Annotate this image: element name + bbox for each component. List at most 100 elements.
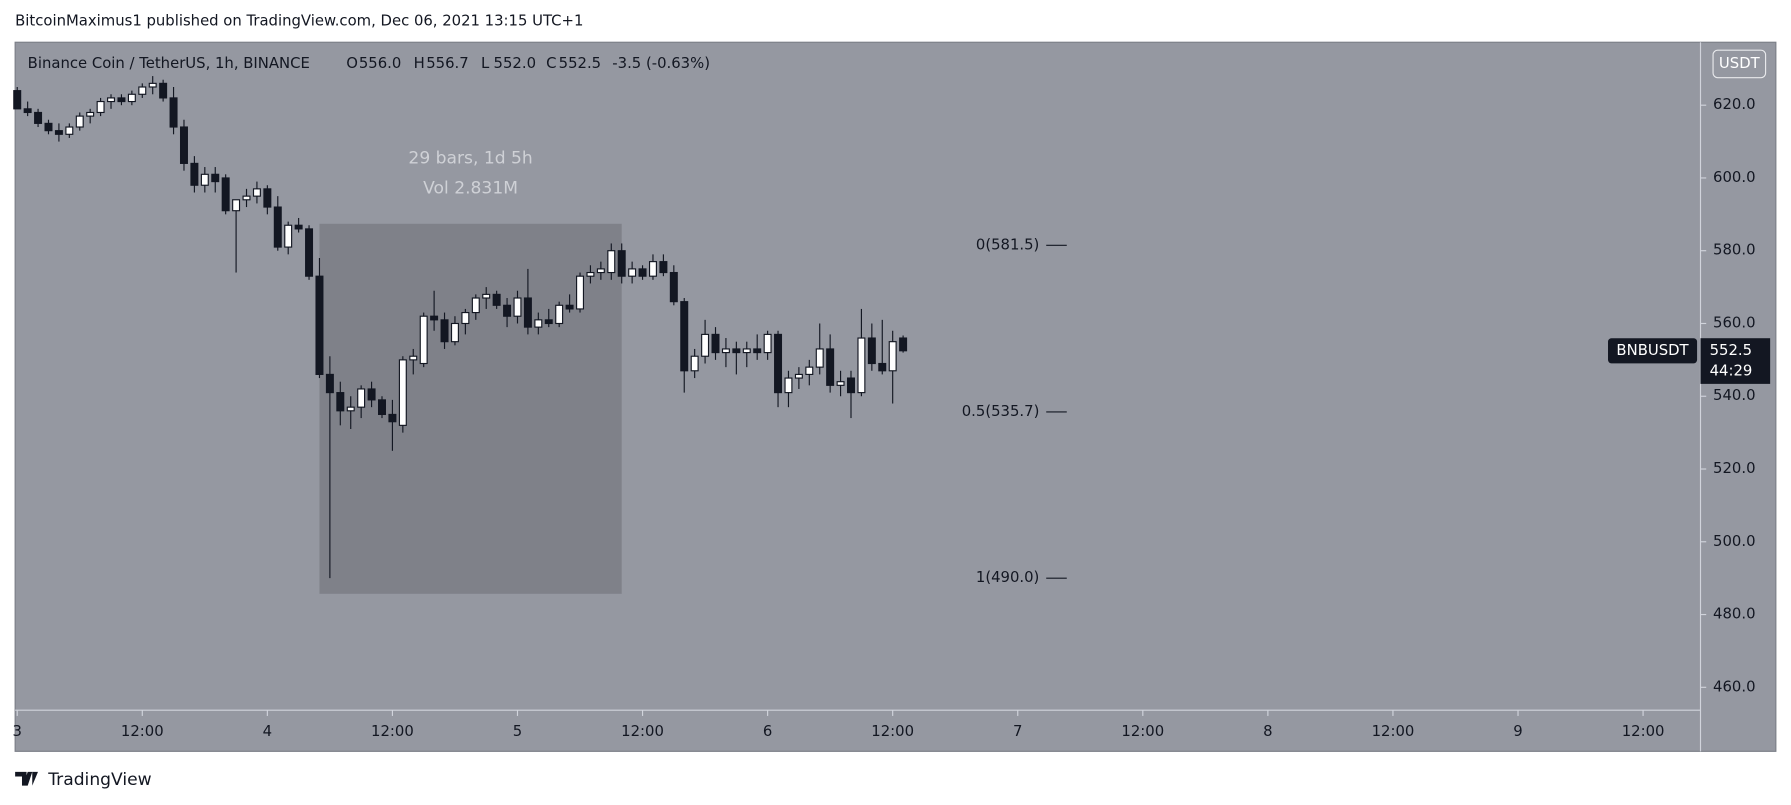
x-tick-label: 12:00 xyxy=(1372,723,1415,740)
y-tick-label: 460.0 xyxy=(1713,678,1755,695)
candle-body xyxy=(96,100,105,114)
price-tag-countdown: 44:29 xyxy=(1710,362,1753,379)
candle-body xyxy=(846,377,855,394)
price-tag-value: 552.5 xyxy=(1710,342,1752,359)
candle-body xyxy=(430,315,439,321)
candle-body xyxy=(628,268,637,277)
candle-body xyxy=(732,348,741,354)
footer-brand: TradingView xyxy=(47,770,151,790)
x-tick-label: 5 xyxy=(513,723,522,740)
candle-body xyxy=(701,333,710,357)
candle-body xyxy=(419,315,428,365)
candle-body xyxy=(252,188,261,197)
range-box xyxy=(319,223,622,594)
candle-body xyxy=(378,399,386,416)
symbol-tag-label: BNBUSDT xyxy=(1616,342,1689,359)
candle-body xyxy=(138,86,147,95)
legend-value: 556.0 xyxy=(359,55,401,72)
candle-body xyxy=(221,177,230,212)
candle-body xyxy=(534,319,543,328)
publish-header: BitcoinMaximus1 published on TradingView… xyxy=(15,13,583,30)
candle-body xyxy=(607,250,616,274)
candle-body xyxy=(544,319,553,325)
candle-body xyxy=(826,348,835,386)
candle-body xyxy=(34,111,43,124)
fib-label: 0.5(535.7) xyxy=(962,403,1040,420)
candle-body xyxy=(482,293,491,299)
candle-body xyxy=(565,304,574,310)
candle-body xyxy=(44,122,53,132)
currency[interactable]: USDT xyxy=(1719,55,1761,72)
candle-body xyxy=(336,392,345,412)
candle-body xyxy=(284,224,293,248)
chart-area xyxy=(14,41,1777,752)
candle-body xyxy=(753,348,762,354)
candle-body xyxy=(148,82,157,88)
candle-body xyxy=(523,297,532,328)
y-tick-label: 540.0 xyxy=(1713,387,1755,404)
currency-button[interactable] xyxy=(1712,49,1767,79)
candle-body xyxy=(200,173,209,186)
candle-body xyxy=(127,93,136,103)
candle-body xyxy=(513,297,522,317)
candle-body xyxy=(169,97,178,128)
y-tick-label: 520.0 xyxy=(1713,460,1755,477)
candle-body xyxy=(857,337,866,394)
candle-body xyxy=(461,311,470,325)
candle-body xyxy=(232,199,241,212)
candle-body xyxy=(836,381,845,386)
candle-body xyxy=(471,297,480,314)
candle-body xyxy=(711,333,720,354)
symbol-title: Binance Coin / TetherUS, 1h, BINANCE xyxy=(28,55,310,72)
symbol-tag xyxy=(1608,338,1698,364)
candle-body xyxy=(596,268,605,274)
x-tick-label: 12:00 xyxy=(1622,723,1665,740)
y-tick-label: 500.0 xyxy=(1713,533,1755,550)
candle-body xyxy=(586,271,595,277)
fib-label: 1(490.0) xyxy=(976,569,1039,586)
candle-body xyxy=(179,126,188,164)
legend-value: 556.7 xyxy=(426,55,468,72)
candle-body xyxy=(721,348,730,354)
candle-body xyxy=(23,108,32,114)
candle-body xyxy=(805,366,814,375)
candle-body xyxy=(888,341,897,372)
x-tick-label: 12:00 xyxy=(121,723,164,740)
candle-body xyxy=(867,337,876,365)
candle-body xyxy=(190,162,199,186)
candle-body xyxy=(211,173,220,183)
candle-body xyxy=(117,97,126,103)
candle-body xyxy=(669,271,678,303)
candle-body xyxy=(367,388,376,401)
y-tick-label: 620.0 xyxy=(1713,96,1755,113)
candle-body xyxy=(638,268,647,277)
footer-logo xyxy=(15,771,38,786)
y-tick-label: 560.0 xyxy=(1713,314,1755,331)
candle-body xyxy=(294,224,303,230)
candle-body xyxy=(325,373,334,394)
x-tick-label: 8 xyxy=(1263,723,1272,740)
candle-body xyxy=(878,362,887,372)
legend-key: O xyxy=(346,55,358,72)
candle-body xyxy=(54,130,63,135)
x-tick-label: 9 xyxy=(1513,723,1522,740)
x-tick-label: 12:00 xyxy=(871,723,914,740)
legend-change: -3.5 (-0.63%) xyxy=(612,55,710,72)
x-tick-label: 12:00 xyxy=(621,723,664,740)
candle-body xyxy=(13,90,22,110)
candle-body xyxy=(398,359,407,426)
candle-body xyxy=(159,82,168,99)
candle-body xyxy=(346,406,355,412)
logo-icon xyxy=(15,771,38,786)
price-tag xyxy=(1700,338,1771,384)
candle-body xyxy=(899,337,908,352)
candle-body xyxy=(503,304,512,317)
x-tick-label: 4 xyxy=(263,723,272,740)
candle-body xyxy=(784,377,793,394)
legend-key: L xyxy=(481,55,490,72)
legend-value: 552.0 xyxy=(494,55,536,72)
candle-body xyxy=(75,115,84,128)
candle-body xyxy=(107,97,116,103)
legend-value: 552.5 xyxy=(559,55,601,72)
